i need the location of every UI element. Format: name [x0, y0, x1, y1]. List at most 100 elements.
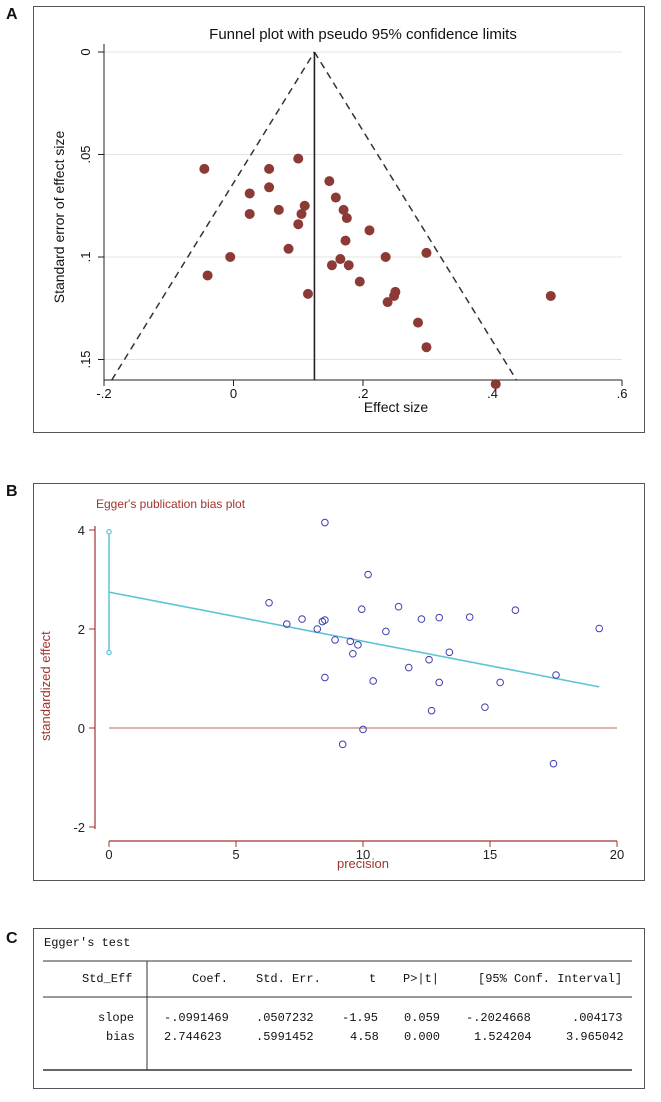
funnel-ci-upper-line: [313, 51, 518, 381]
funnel-study-point: [293, 153, 304, 164]
egger-study-point: [549, 759, 558, 768]
funnel-study-point: [264, 163, 275, 174]
egger-study-point: [511, 606, 520, 614]
funnel-y-axis-label: Standard error of effect size: [51, 131, 67, 304]
row-bias-label: bias: [106, 1030, 135, 1044]
egger-study-point: [313, 625, 322, 633]
row-slope-se: .0507232: [256, 1011, 314, 1025]
funnel-x-tick-label: .4: [487, 386, 498, 401]
row-slope-coef: -.0991469: [164, 1011, 229, 1025]
egger-x-tick-label: 15: [483, 847, 497, 862]
egger-plot: -2 0 2 4 0 5 10 15 20 Egger's publication bias p…: [38, 497, 624, 871]
funnel-study-point: [343, 260, 354, 271]
funnel-study-point: [382, 297, 393, 308]
funnel-study-point: [354, 276, 365, 287]
funnel-y-tick-label: .15: [78, 350, 93, 368]
funnel-x-tick-label: -.2: [96, 386, 111, 401]
egger-study-point: [404, 663, 413, 672]
funnel-study-point: [326, 260, 337, 271]
funnel-study-point: [299, 200, 310, 211]
funnel-x-tick-label: 0: [230, 386, 237, 401]
panel-label-a: A: [6, 6, 18, 23]
funnel-study-point: [390, 286, 401, 297]
funnel-y-tick-label: 0: [78, 48, 93, 55]
egger-study-point: [394, 602, 403, 611]
row-bias-coef: 2.744623: [164, 1030, 222, 1044]
funnel-plot: 0 .05 .1 .15 -.2 0 .2 .4 .6 Funnel plot with pse…: [51, 26, 628, 415]
row-bias-ci-low: 1.524204: [474, 1030, 532, 1044]
panel-label-b: B: [6, 483, 18, 500]
funnel-study-point: [338, 204, 349, 215]
header-coef: Coef.: [192, 972, 229, 986]
funnel-study-point: [225, 252, 236, 262]
egger-study-point: [338, 740, 347, 749]
egger-study-point: [346, 637, 355, 646]
funnel-study-point: [545, 290, 556, 301]
egger-ci-endpoint: [106, 649, 112, 656]
egger-y-tick-label: 4: [78, 523, 85, 538]
funnel-ci-lower-line: [111, 51, 316, 381]
funnel-study-point: [264, 182, 275, 193]
funnel-study-point: [244, 208, 255, 219]
egger-x-tick-label: 20: [610, 847, 624, 862]
funnel-x-tick-label: .6: [617, 386, 628, 401]
egger-study-point: [354, 641, 362, 649]
funnel-study-point: [330, 192, 341, 203]
funnel-study-point: [421, 342, 432, 353]
egger-plot-title: Egger's publication bias plot: [96, 497, 246, 511]
egger-y-tick-label: 0: [78, 721, 85, 736]
header-std-eff: Std_Eff: [82, 972, 133, 986]
funnel-plot-panel: 0 .05 .1 .15 -.2 0 .2 .4 .6 Funnel plot with pse…: [33, 6, 645, 433]
egger-ci-endpoint: [106, 528, 112, 535]
header-p: P>|t|: [403, 972, 440, 986]
row-slope-t: -1.95: [342, 1011, 379, 1025]
funnel-study-point: [293, 219, 304, 230]
egger-y-tick-label: 2: [78, 622, 85, 637]
funnel-x-axis-label: Effect size: [364, 399, 429, 415]
egger-study-point: [357, 605, 366, 613]
egger-study-point: [465, 613, 474, 621]
egger-study-point: [417, 615, 426, 623]
egger-study-point: [283, 620, 291, 628]
header-conf-interval: [95% Conf. Interval]: [478, 972, 623, 986]
row-slope-p: 0.059: [404, 1011, 441, 1025]
egger-x-tick-label: 0: [105, 847, 112, 862]
funnel-study-point: [413, 317, 424, 328]
row-slope-ci-high: .004173: [572, 1011, 623, 1025]
funnel-x-tick-label: .2: [358, 386, 369, 401]
funnel-plot-title: Funnel plot with pseudo 95% confidence l…: [209, 26, 517, 43]
egger-study-point: [298, 615, 306, 623]
header-t: t: [369, 972, 377, 986]
funnel-study-point: [335, 254, 346, 265]
egger-y-axis-label: standardized effect: [38, 631, 53, 741]
egger-test-table: Egger's test Std_Eff Coef. Std. Err. t P…: [33, 928, 645, 1089]
egger-study-point: [349, 649, 357, 658]
row-slope-ci-low: -.2024668: [466, 1011, 531, 1025]
row-bias-se: .5991452: [256, 1030, 314, 1044]
funnel-study-point: [380, 252, 391, 262]
funnel-study-point: [490, 379, 501, 390]
funnel-study-point: [421, 247, 432, 258]
funnel-study-point: [273, 204, 284, 215]
egger-study-point: [382, 627, 390, 636]
egger-table-rules: [43, 960, 632, 1071]
header-std-err: Std. Err.: [256, 972, 321, 986]
egger-study-point: [265, 598, 273, 607]
egger-study-point: [445, 648, 454, 657]
egger-study-point: [425, 655, 433, 664]
funnel-study-point: [340, 235, 351, 246]
egger-study-point: [552, 671, 560, 679]
panel-label-c: C: [6, 930, 18, 947]
funnel-y-tick-label: .1: [78, 252, 93, 263]
funnel-study-point: [302, 288, 313, 299]
funnel-study-point: [341, 213, 352, 224]
egger-study-point: [321, 673, 329, 682]
egger-study-point: [359, 725, 367, 734]
egger-table-title: Egger's test: [44, 936, 131, 950]
egger-study-point: [435, 613, 444, 622]
egger-study-point: [364, 570, 372, 579]
row-bias-p: 0.000: [404, 1030, 441, 1044]
egger-study-point: [369, 677, 377, 685]
row-bias-ci-high: 3.965042: [566, 1030, 624, 1044]
egger-plot-panel: -2 0 2 4 0 5 10 15 20 Egger's publication bias p…: [33, 483, 645, 881]
